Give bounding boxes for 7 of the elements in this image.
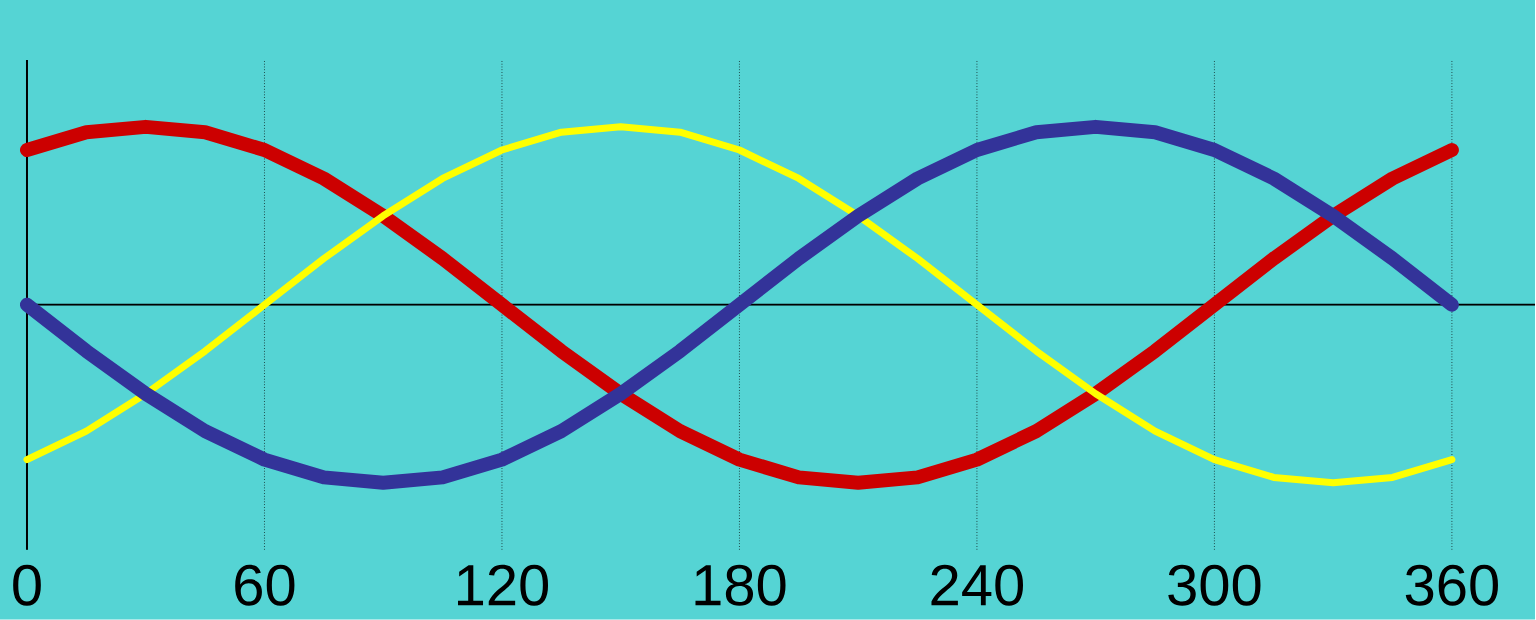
x-tick-label: 300: [1168, 564, 1261, 606]
x-tick-label: 240: [931, 564, 1024, 606]
x-tick-label: 60: [235, 564, 295, 606]
x-tick-label: 0: [13, 564, 41, 606]
x-tick-label: 120: [458, 564, 549, 606]
x-tick-label: 360: [1405, 564, 1498, 606]
x-tick-label: 180: [695, 564, 786, 606]
